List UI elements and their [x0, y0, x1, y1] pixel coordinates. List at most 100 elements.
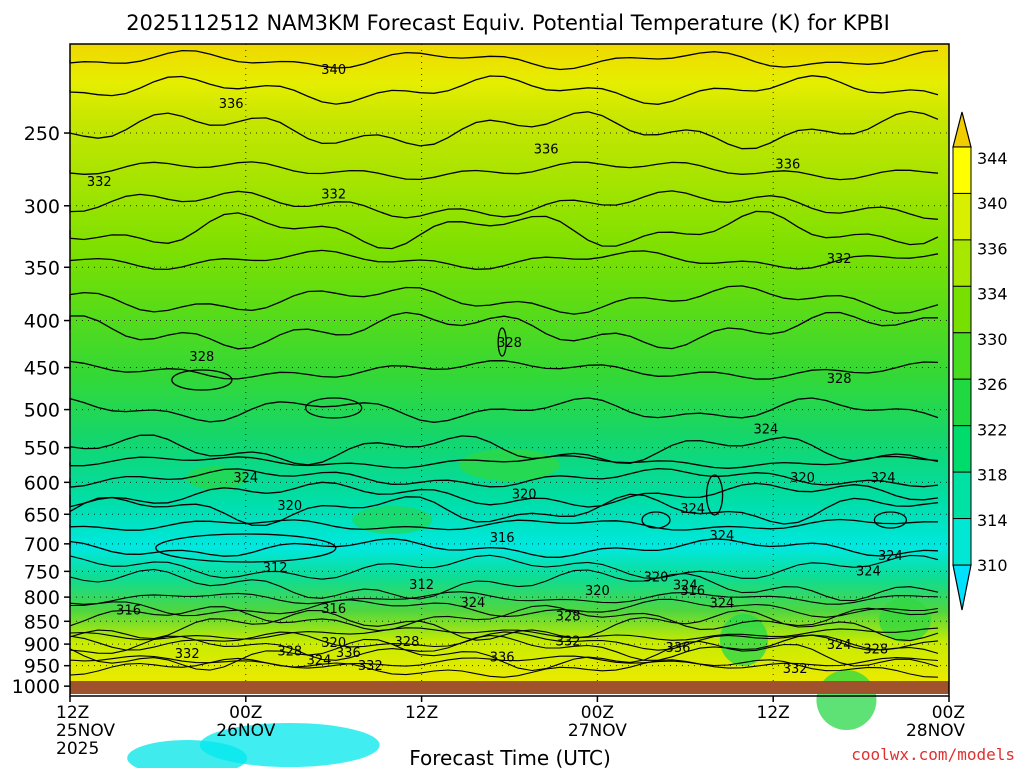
field-patch — [879, 598, 932, 642]
contour-closed — [305, 397, 363, 419]
contour-label: 332 — [783, 662, 808, 677]
x-tick-label: 12Z — [56, 703, 89, 723]
contour-label: 328 — [863, 643, 888, 658]
field-patch — [199, 723, 380, 767]
y-tick-label: 850 — [24, 611, 60, 633]
contour-line — [69, 518, 939, 531]
contour-label: 332 — [175, 647, 200, 662]
contour-line — [69, 467, 939, 488]
y-tick-label: 450 — [24, 358, 60, 380]
contour-line — [69, 568, 939, 602]
contour-label: 316 — [680, 584, 705, 599]
contour-label: 332 — [321, 188, 346, 203]
colorbar-triangle-high — [952, 111, 972, 148]
contour-label: 332 — [827, 252, 852, 267]
contour-label: 320 — [512, 487, 537, 502]
contour-label: 324 — [827, 638, 852, 653]
x-tick-label: 25NOV — [56, 721, 115, 741]
y-axis: 2503003504004505005506006507007508008509… — [12, 123, 70, 698]
y-tick-label: 400 — [24, 311, 60, 333]
colorbar-tick-label: 314 — [977, 511, 1008, 530]
contour-line — [69, 210, 939, 250]
contour-label: 336 — [775, 158, 800, 173]
contour-line — [69, 311, 938, 350]
contour-closed — [171, 369, 233, 391]
contour-label: 336 — [666, 641, 691, 656]
contour-line — [69, 190, 939, 220]
colorbar-segment — [952, 518, 972, 566]
contour-line — [69, 434, 939, 466]
colorbar-segment — [952, 332, 972, 380]
contour-label: 324 — [871, 471, 896, 486]
contour-label: 324 — [856, 564, 881, 579]
contour-closed — [497, 327, 507, 357]
contour-line — [69, 634, 939, 661]
contour-line — [69, 285, 939, 315]
colorbar-segment — [952, 239, 972, 287]
y-tick-label: 1000 — [12, 676, 60, 698]
y-tick-label: 900 — [24, 634, 60, 656]
y-tick-label: 800 — [24, 587, 60, 609]
contour-label: 324 — [673, 578, 698, 593]
contour-line — [69, 75, 939, 105]
field-patch — [459, 449, 560, 481]
x-tick-label: 00Z — [932, 703, 965, 723]
y-tick-label: 650 — [24, 504, 60, 526]
colorbar-segment — [952, 285, 972, 334]
contour-label: 320 — [644, 571, 669, 586]
contour-label: 316 — [321, 602, 346, 617]
contour-label: 336 — [534, 143, 559, 158]
contour-line — [69, 657, 939, 678]
contour-label: 316 — [490, 531, 515, 546]
contour-label: 324 — [233, 471, 258, 486]
contour-line — [69, 360, 939, 380]
contour-label: 324 — [710, 529, 735, 544]
contour-line — [69, 538, 939, 558]
contour-closed — [873, 511, 908, 529]
ground-strip — [70, 681, 949, 694]
y-tick-label: 550 — [24, 438, 60, 460]
contour-label: 324 — [710, 597, 735, 612]
contour-line — [69, 493, 939, 527]
contour-label: 328 — [497, 336, 522, 351]
contour-label: 328 — [395, 635, 420, 650]
x-tick-label: 2025 — [56, 739, 99, 759]
contour-line — [69, 554, 939, 580]
colorbar-tick-label: 340 — [977, 194, 1008, 213]
colorbar: 344 340 336 334 330 326 322 318 314 310 — [952, 111, 1008, 611]
contour-label: 324 — [460, 596, 485, 611]
colorbar-tick-label: 326 — [977, 375, 1008, 394]
y-tick-label: 700 — [24, 534, 60, 556]
contour-line — [69, 110, 939, 150]
contour-lines — [69, 49, 939, 678]
contour-line — [69, 397, 939, 423]
contour-line — [69, 591, 939, 605]
colorbar-tick-label: 336 — [977, 239, 1008, 258]
contour-label: 324 — [680, 502, 705, 517]
contour-line — [69, 609, 939, 642]
contour-label: 336 — [490, 650, 515, 665]
contour-label: 320 — [277, 499, 302, 514]
y-tick-label: 950 — [24, 656, 60, 678]
contour-line — [69, 598, 939, 618]
y-tick-label: 600 — [24, 472, 60, 494]
contour-label: 332 — [556, 635, 581, 650]
contour-label: 320 — [321, 636, 346, 651]
x-tick-label: 28NOV — [906, 721, 965, 741]
colorbar-tick-label: 310 — [977, 556, 1008, 575]
contour-label: 312 — [409, 578, 434, 593]
contour-line — [69, 627, 939, 641]
colorbar-tick-label: 344 — [977, 149, 1008, 168]
contour-line — [69, 249, 939, 271]
plot-area-fill — [70, 44, 949, 681]
colorbar-triangle-low — [952, 564, 972, 611]
contour-line — [69, 631, 939, 651]
y-tick-label: 300 — [24, 196, 60, 218]
y-tick-label: 250 — [24, 123, 60, 145]
x-tick-label: 26NOV — [216, 721, 275, 741]
x-tick-label: 12Z — [757, 703, 790, 723]
contour-line — [69, 161, 939, 181]
contour-label: 328 — [277, 645, 302, 660]
